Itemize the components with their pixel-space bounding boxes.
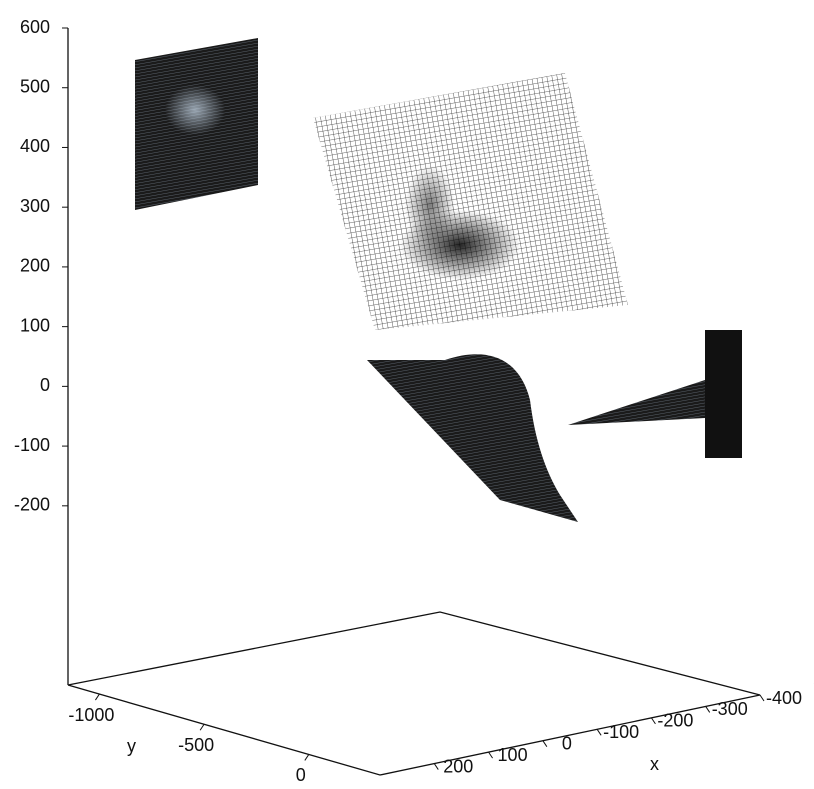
x-tick — [542, 740, 548, 747]
z-tick-label: 100 — [20, 315, 50, 335]
x-tick-label: 200 — [443, 756, 473, 776]
x-tick-label: -200 — [657, 711, 693, 731]
z-tick-label: -100 — [14, 435, 50, 455]
x-tick — [705, 706, 711, 713]
surface-highlight — [165, 85, 225, 135]
x-axis-label: x — [650, 754, 659, 774]
y-tick-label: 0 — [296, 765, 306, 785]
x-tick — [759, 694, 765, 702]
y-tick-label: -1000 — [68, 705, 114, 725]
x-tick-label: 100 — [498, 745, 528, 765]
x-tick — [596, 729, 602, 736]
x-tick-label: 0 — [562, 733, 572, 753]
x-tick — [433, 763, 439, 770]
surface-ridge — [367, 354, 578, 522]
x-tick-label: -400 — [766, 688, 802, 708]
z-tick-label: 200 — [20, 256, 50, 276]
y-axis-label: y — [127, 736, 136, 756]
surface-center — [313, 73, 628, 330]
z-tick-label: 400 — [20, 136, 50, 156]
x-tick — [488, 751, 493, 759]
z-tick-label: 600 — [20, 17, 50, 37]
y-tick — [199, 723, 205, 731]
z-tick-label: -200 — [14, 495, 50, 515]
base-box — [67, 611, 761, 776]
surface-dark-region — [405, 165, 455, 245]
z-tick-label: 300 — [20, 196, 50, 216]
z-tick-label: 500 — [20, 76, 50, 96]
surface-right-plane — [705, 330, 742, 458]
surfaces — [135, 38, 742, 522]
y-tick — [304, 754, 310, 761]
y-tick — [94, 693, 100, 701]
z-tick-label: 0 — [40, 375, 50, 395]
y-tick-label: -500 — [178, 735, 214, 755]
x-tick-label: -300 — [712, 699, 748, 719]
x-tick — [651, 717, 656, 725]
surface-wedge — [568, 380, 705, 425]
x-tick-label: -100 — [603, 722, 639, 742]
